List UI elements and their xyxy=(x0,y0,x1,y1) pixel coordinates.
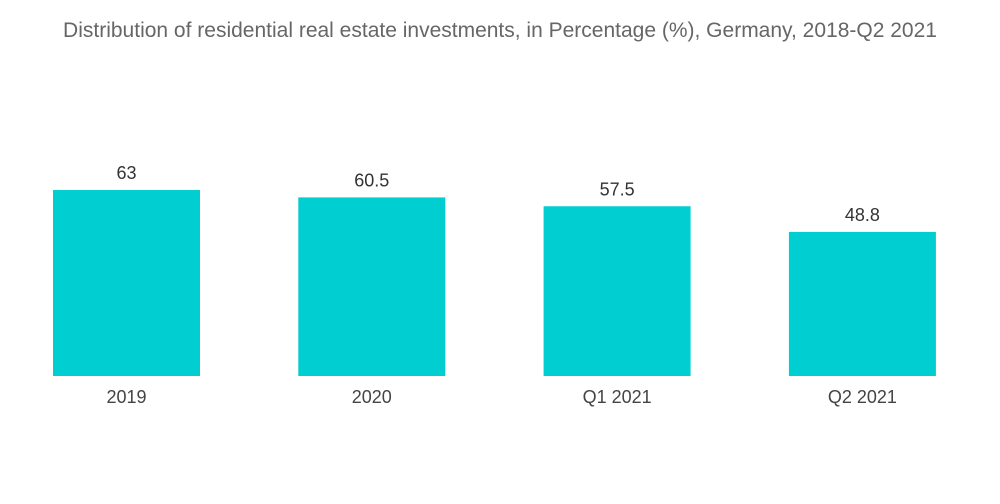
bar-q1-2021 xyxy=(543,206,691,376)
x-tick-label: 2020 xyxy=(352,387,392,407)
data-label: 63 xyxy=(116,163,136,183)
x-tick-label: Q2 2021 xyxy=(828,387,897,407)
data-label: 60.5 xyxy=(354,170,389,190)
chart-title: Distribution of residential real estate … xyxy=(63,19,937,42)
bar-2019 xyxy=(53,190,200,376)
bar-2020 xyxy=(298,197,446,376)
x-tick-label: 2019 xyxy=(106,387,146,407)
bar-q2-2021 xyxy=(788,231,936,376)
data-label: 48.8 xyxy=(845,205,880,225)
data-label: 57.5 xyxy=(600,179,635,199)
x-tick-label: Q1 2021 xyxy=(583,387,652,407)
